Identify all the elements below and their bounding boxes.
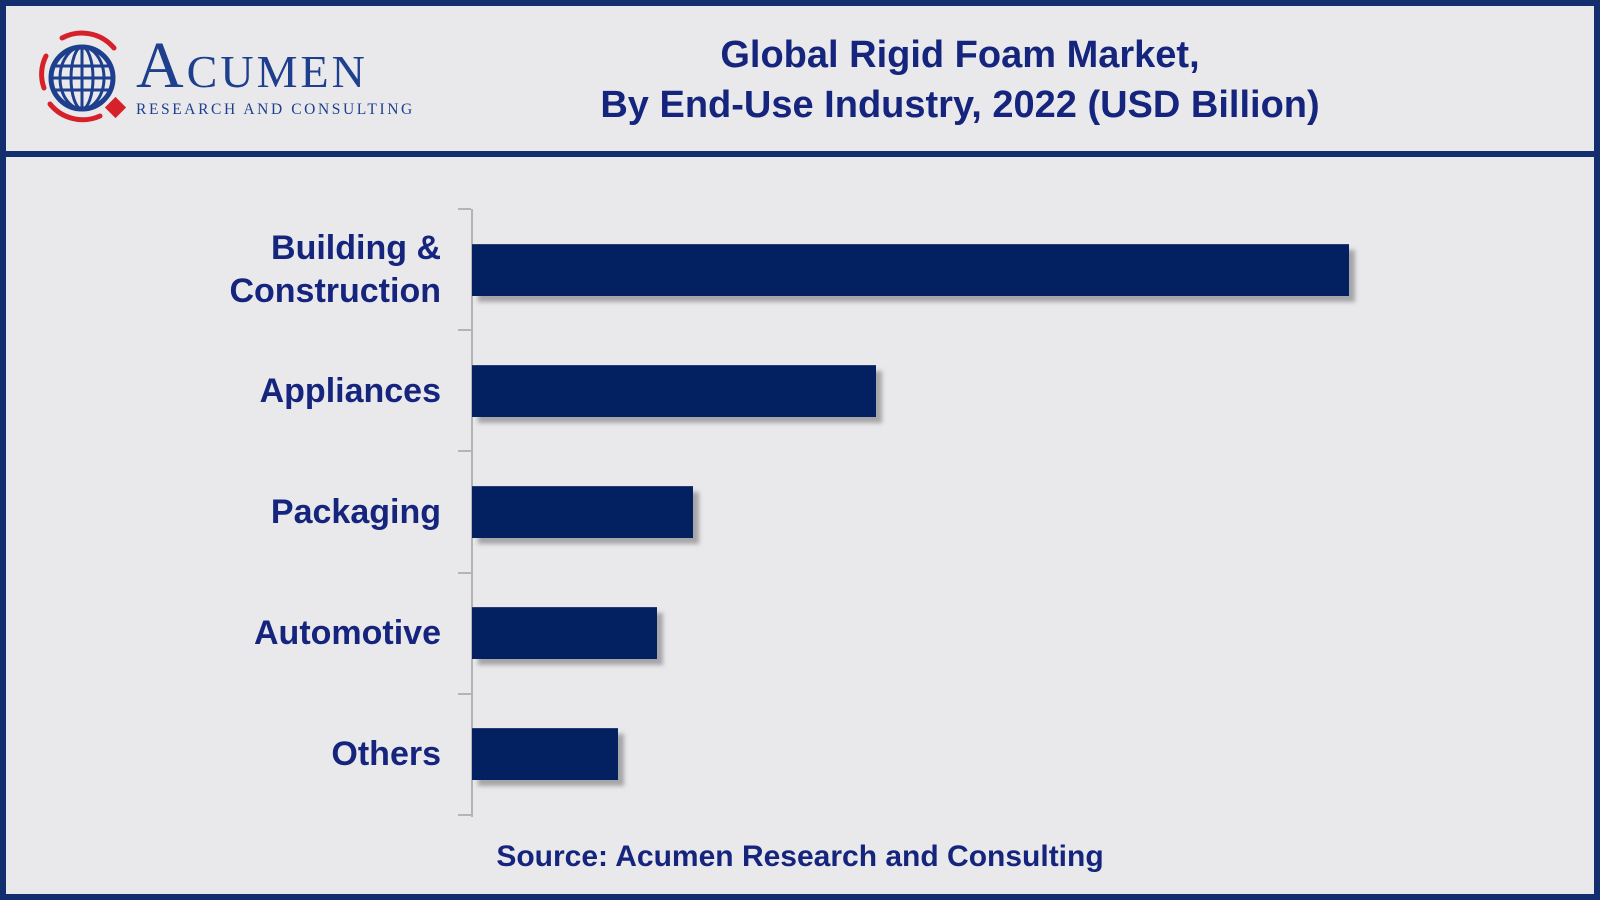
chart-title-line2: By End-Use Industry, 2022 (USD Billion): [600, 84, 1320, 127]
logo-subtitle: RESEARCH AND CONSULTING: [136, 101, 415, 118]
category-label-automotive: Automotive: [254, 613, 441, 652]
logo-name-rest: CUMEN: [186, 46, 368, 97]
header-divider: [6, 151, 1594, 157]
axis-tick: [458, 571, 471, 574]
bar-appliances: [472, 364, 877, 417]
bar-chart: Building & Construction Appliances Packagi…: [6, 157, 1594, 894]
bar-automotive: [472, 607, 658, 660]
globe-icon: [39, 30, 127, 123]
logo-wordmark: ACUMEN RESEARCH AND CONSULTING: [136, 33, 415, 119]
chart-rows: Building & Construction Appliances Packagi…: [6, 209, 1594, 815]
axis-tick: [458, 329, 471, 332]
axis-tick: [458, 450, 471, 453]
axis-tick: [458, 692, 471, 695]
bar-others: [472, 728, 618, 781]
chart-row-automotive: Automotive: [6, 573, 1594, 694]
header: ACUMEN RESEARCH AND CONSULTING Global Ri…: [6, 6, 1594, 151]
category-label-building-construction: Building & Construction: [229, 229, 441, 310]
chart-row-appliances: Appliances: [6, 330, 1594, 451]
logo-initial: A: [136, 29, 187, 102]
source-note: Source: Acumen Research and Consulting: [496, 840, 1104, 873]
chart-row-building-construction: Building & Construction: [6, 209, 1594, 330]
bar-packaging: [472, 485, 693, 538]
acumen-logo: ACUMEN RESEARCH AND CONSULTING: [32, 26, 415, 126]
bar-building-construction: [472, 243, 1349, 296]
chart-title-line1: Global Rigid Foam Market,: [720, 34, 1200, 76]
chart-title: Global Rigid Foam Market, By End-Use Ind…: [366, 30, 1554, 130]
chart-row-packaging: Packaging: [6, 451, 1594, 572]
category-label-others: Others: [331, 735, 441, 774]
logo-name: ACUMEN: [136, 33, 415, 99]
category-label-appliances: Appliances: [259, 371, 441, 410]
category-label-packaging: Packaging: [270, 492, 441, 531]
axis-tick: [458, 208, 471, 210]
axis-tick: [458, 814, 471, 816]
chart-row-others: Others: [6, 694, 1594, 815]
